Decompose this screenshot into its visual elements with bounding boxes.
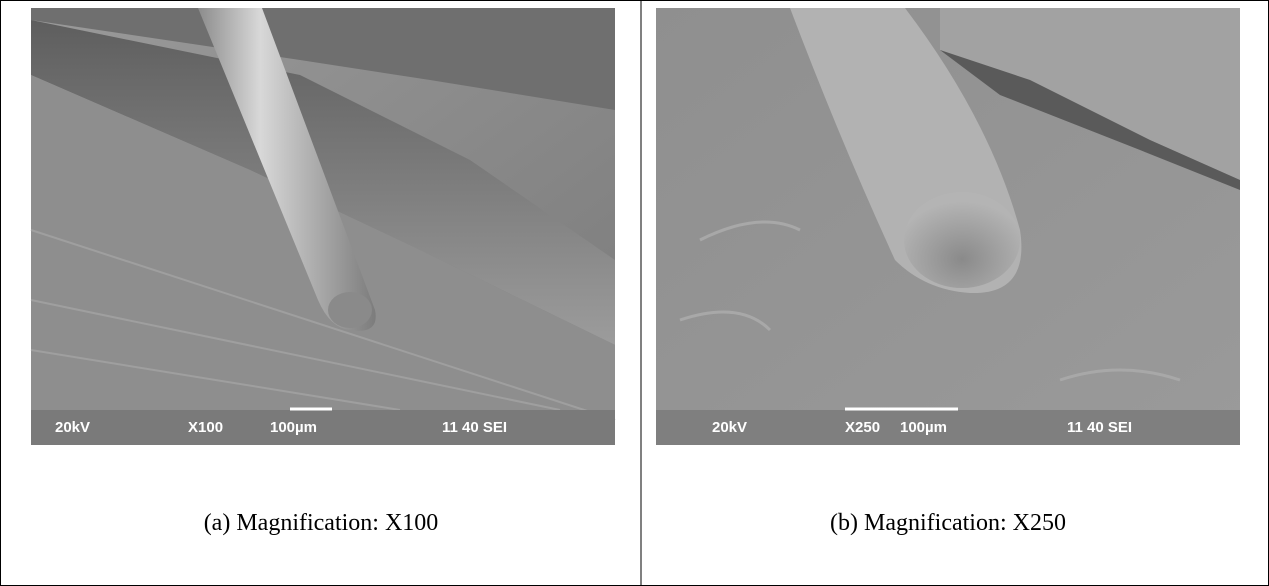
image-label: 11 40 SEI [442, 419, 507, 436]
image-label: 11 40 SEI [1067, 419, 1132, 436]
image-label: X250 [845, 419, 880, 436]
image-label: 20kV [55, 419, 90, 436]
caption: (b) Magnification: X250 [830, 510, 1066, 536]
image-label: 20kV [712, 419, 747, 436]
image-label: 100µm [270, 419, 317, 436]
caption: (a) Magnification: X100 [204, 510, 439, 536]
sem-image: 20kV X100 100µm 11 40 SEI [31, 8, 615, 445]
page: {"panels": [ {"image_labels": {"voltage"… [0, 0, 1269, 586]
image-label: 100µm [900, 419, 947, 436]
sem-image: 20kV X250 100µm 11 40 SEI [656, 8, 1240, 445]
figure-table: 20kV X100 100µm 11 40 SEI 20kV X250 100µ… [0, 0, 1269, 586]
image-label: X100 [188, 419, 223, 436]
